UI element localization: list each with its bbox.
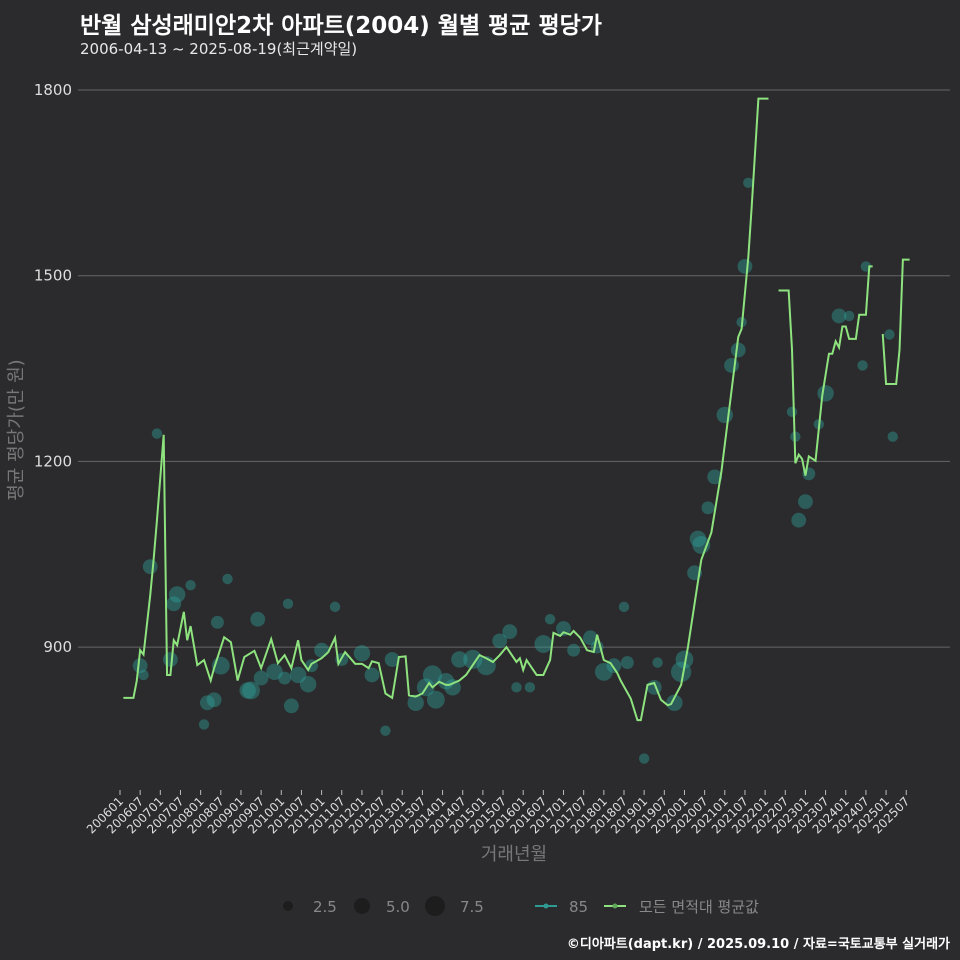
bubble-85 [716,406,733,424]
bubble-85 [242,681,260,700]
bubble-85 [567,643,581,657]
bubble-85 [151,428,163,439]
avg-price-line [778,265,873,476]
bubble-85 [198,719,210,730]
bubble-85 [887,431,898,442]
bubble-85 [166,596,182,612]
bubble-85 [675,650,694,669]
bubble-85 [638,753,650,764]
bubble-85 [199,695,215,711]
y-tick-label: 1500 [34,267,72,285]
bubble-85 [222,573,233,585]
bubble-85 [282,598,294,609]
bubble-85 [583,630,598,646]
bubble-85 [786,406,798,418]
bubble-85 [556,621,571,636]
bubble-85 [185,580,196,591]
bubble-85 [524,682,536,693]
bubble-85 [544,614,556,625]
bubble-85 [426,690,445,709]
y-tick-label: 900 [43,638,72,656]
bubble-85 [534,635,553,653]
legend-size-label: 5.0 [386,898,410,916]
bubble-85 [791,512,807,528]
bubble-85 [843,310,855,322]
bubble-85 [289,666,307,684]
chart-title: 반월 삼성래미안2차 아파트(2004) 월별 평균 평당가 [80,13,602,39]
bubble-85 [250,611,266,627]
bubble-85 [701,501,715,515]
legend-size-label: 2.5 [313,898,337,916]
avg-price-line [881,258,910,386]
bubble-85 [353,645,371,662]
legend-85-dot [543,903,549,909]
bubble-85 [407,694,424,712]
bubble-85 [798,494,813,510]
bubble-85 [266,663,283,681]
bubble-85 [492,633,508,649]
bubble-85 [730,342,746,358]
bubble-85 [278,671,292,685]
bubble-85 [737,259,753,274]
bubble-85 [142,559,158,575]
bubble-85 [138,669,149,681]
bubble-85 [444,679,461,696]
bubble-85 [502,624,518,640]
chart-subtitle: 2006-04-13 ~ 2025-08-19(최근계약일) [80,40,358,58]
bubble-85 [652,657,663,668]
bubble-85 [666,694,683,712]
bubble-85 [618,601,630,613]
legend-size-2.5 [283,901,293,911]
legend-series-label: 85 [569,898,588,916]
y-tick-label: 1800 [34,81,72,99]
bubble-85 [253,670,269,686]
legend: 2.5 5.0 7.5 85 모든 면적대 평균값 [283,896,759,916]
bubble-85 [511,682,522,693]
bubble-85 [239,682,256,699]
bubble-85 [422,665,443,685]
bubble-85 [689,530,707,547]
bubble-85 [670,661,692,682]
bubble-85 [831,308,847,324]
bubble-85 [168,586,186,603]
avg-price-line [123,97,769,722]
bubble-85 [463,649,483,670]
x-axis-label: 거래년월 [481,844,547,865]
bubble-85 [724,358,739,373]
bubble-85 [314,642,329,658]
legend-size-7.5 [425,896,445,916]
bubble-85 [206,692,222,708]
bubble-85 [364,667,380,683]
bubble-85 [620,656,634,670]
bubble-85 [210,615,224,629]
legend-series-label: 모든 면적대 평균값 [639,898,759,916]
bubble-85 [743,177,754,189]
bubble-85 [329,601,341,613]
legend-size-5.0 [354,898,370,914]
bubble-85 [451,651,468,668]
bubble-85 [606,658,622,674]
bubble-85 [817,385,834,402]
bubble-85 [884,329,895,340]
bubble-85 [299,676,317,693]
bubble-85 [594,662,613,681]
legend-size-label: 7.5 [460,898,484,916]
bubble-85 [384,652,400,667]
bubble-85 [707,469,723,485]
footer-credit: ©디아파트(dapt.kr) / 2025.09.10 / 자료=국토교통부 실… [566,937,950,952]
bubble-85 [132,658,148,674]
y-axis-label: 평균 평당가(만 원) [6,359,27,500]
bubble-85 [283,698,299,714]
y-tick-label: 1200 [34,452,72,470]
legend-avg-dot [612,903,618,909]
bubble-85 [857,360,868,371]
bubble-85 [380,725,391,736]
